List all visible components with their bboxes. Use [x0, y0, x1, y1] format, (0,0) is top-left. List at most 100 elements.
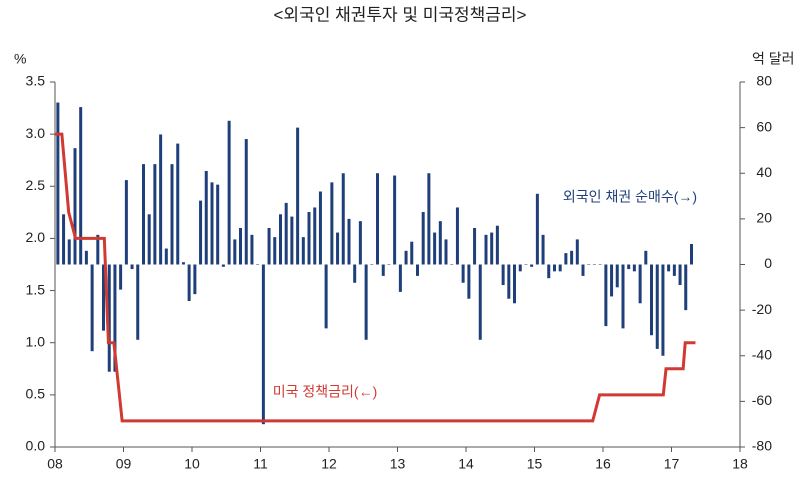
x-tick-label: 17 [664, 456, 680, 472]
bar [164, 248, 168, 265]
bar [427, 173, 431, 265]
bar [381, 264, 385, 276]
bar [684, 264, 688, 311]
bar [244, 139, 248, 265]
bar [101, 264, 105, 331]
bar [638, 264, 642, 304]
bar [644, 250, 648, 265]
x-tick-label: 13 [390, 456, 406, 472]
bar [512, 264, 516, 304]
x-tick-label: 10 [184, 456, 200, 472]
bar [318, 191, 322, 265]
bar [473, 228, 477, 265]
bar [307, 212, 311, 265]
bar [375, 173, 379, 265]
bar [261, 264, 265, 425]
bar [393, 175, 397, 265]
bar [667, 264, 671, 272]
bar [678, 264, 682, 286]
bar [279, 214, 283, 265]
bar [84, 250, 88, 265]
bar [221, 264, 225, 267]
y2-tick-label: 20 [756, 210, 772, 226]
bar [176, 143, 180, 265]
bar [615, 264, 619, 288]
bar [461, 264, 465, 283]
line [55, 132, 696, 423]
bar [62, 214, 66, 265]
bar [507, 264, 511, 299]
bar [142, 164, 146, 265]
x-tick-label: 09 [116, 456, 132, 472]
bar [495, 225, 499, 265]
y2-tick-label: -20 [752, 301, 772, 317]
bar [450, 264, 454, 265]
bar [438, 221, 442, 265]
bar [627, 264, 631, 270]
bar [119, 264, 123, 290]
y-tick-label: 1.0 [26, 333, 46, 349]
bar [56, 102, 60, 265]
x-tick-label: 12 [321, 456, 337, 472]
bar [267, 228, 271, 265]
bar [296, 127, 300, 265]
bar [535, 193, 539, 265]
bar [290, 216, 294, 265]
y-tick-label: 3.0 [26, 125, 46, 141]
bar [136, 264, 140, 340]
bar [227, 120, 231, 265]
bar [301, 237, 305, 265]
bar [410, 241, 414, 265]
bar [341, 173, 345, 265]
bar [387, 264, 391, 265]
bar [233, 239, 237, 265]
bar [518, 264, 522, 272]
bar [564, 253, 568, 265]
bar [147, 214, 151, 265]
bar [501, 264, 505, 286]
bar [604, 264, 608, 327]
bar [541, 234, 545, 265]
bar [107, 264, 111, 372]
bar [284, 202, 288, 265]
bar [655, 264, 659, 349]
bar [524, 264, 528, 265]
bar [416, 264, 420, 276]
bar [370, 264, 374, 265]
bar [364, 264, 368, 340]
series-label: 미국 정책금리(←) [273, 384, 378, 400]
y2-tick-label: -60 [752, 392, 772, 408]
bar [336, 232, 340, 265]
bar [187, 264, 191, 301]
bar [324, 264, 328, 329]
bar [181, 262, 185, 265]
bar [347, 218, 351, 265]
bar [238, 228, 242, 265]
y2-tick-label: 0 [764, 255, 772, 271]
bar [250, 234, 254, 265]
bar [398, 264, 402, 292]
y-tick-label: 2.5 [26, 177, 46, 193]
bar [467, 264, 471, 299]
y2-tick-label: -80 [752, 438, 772, 454]
bar [358, 221, 362, 265]
y-axis-unit: % [14, 51, 26, 67]
y2-tick-label: 80 [756, 73, 772, 89]
bar [124, 180, 128, 265]
bar [170, 164, 174, 265]
bar [530, 264, 534, 267]
y2-axis-unit: 억 달러 [752, 51, 795, 67]
bar [73, 148, 77, 265]
bar [632, 264, 636, 272]
y-tick-label: 2.0 [26, 229, 46, 245]
bar [153, 164, 157, 265]
y-tick-label: 3.5 [26, 73, 46, 89]
y-tick-label: 0.0 [26, 438, 46, 454]
bar [404, 250, 408, 265]
x-tick-label: 16 [595, 456, 611, 472]
x-tick-label: 08 [47, 456, 63, 472]
bar [256, 264, 260, 265]
bar [570, 250, 574, 265]
bar [193, 264, 197, 295]
